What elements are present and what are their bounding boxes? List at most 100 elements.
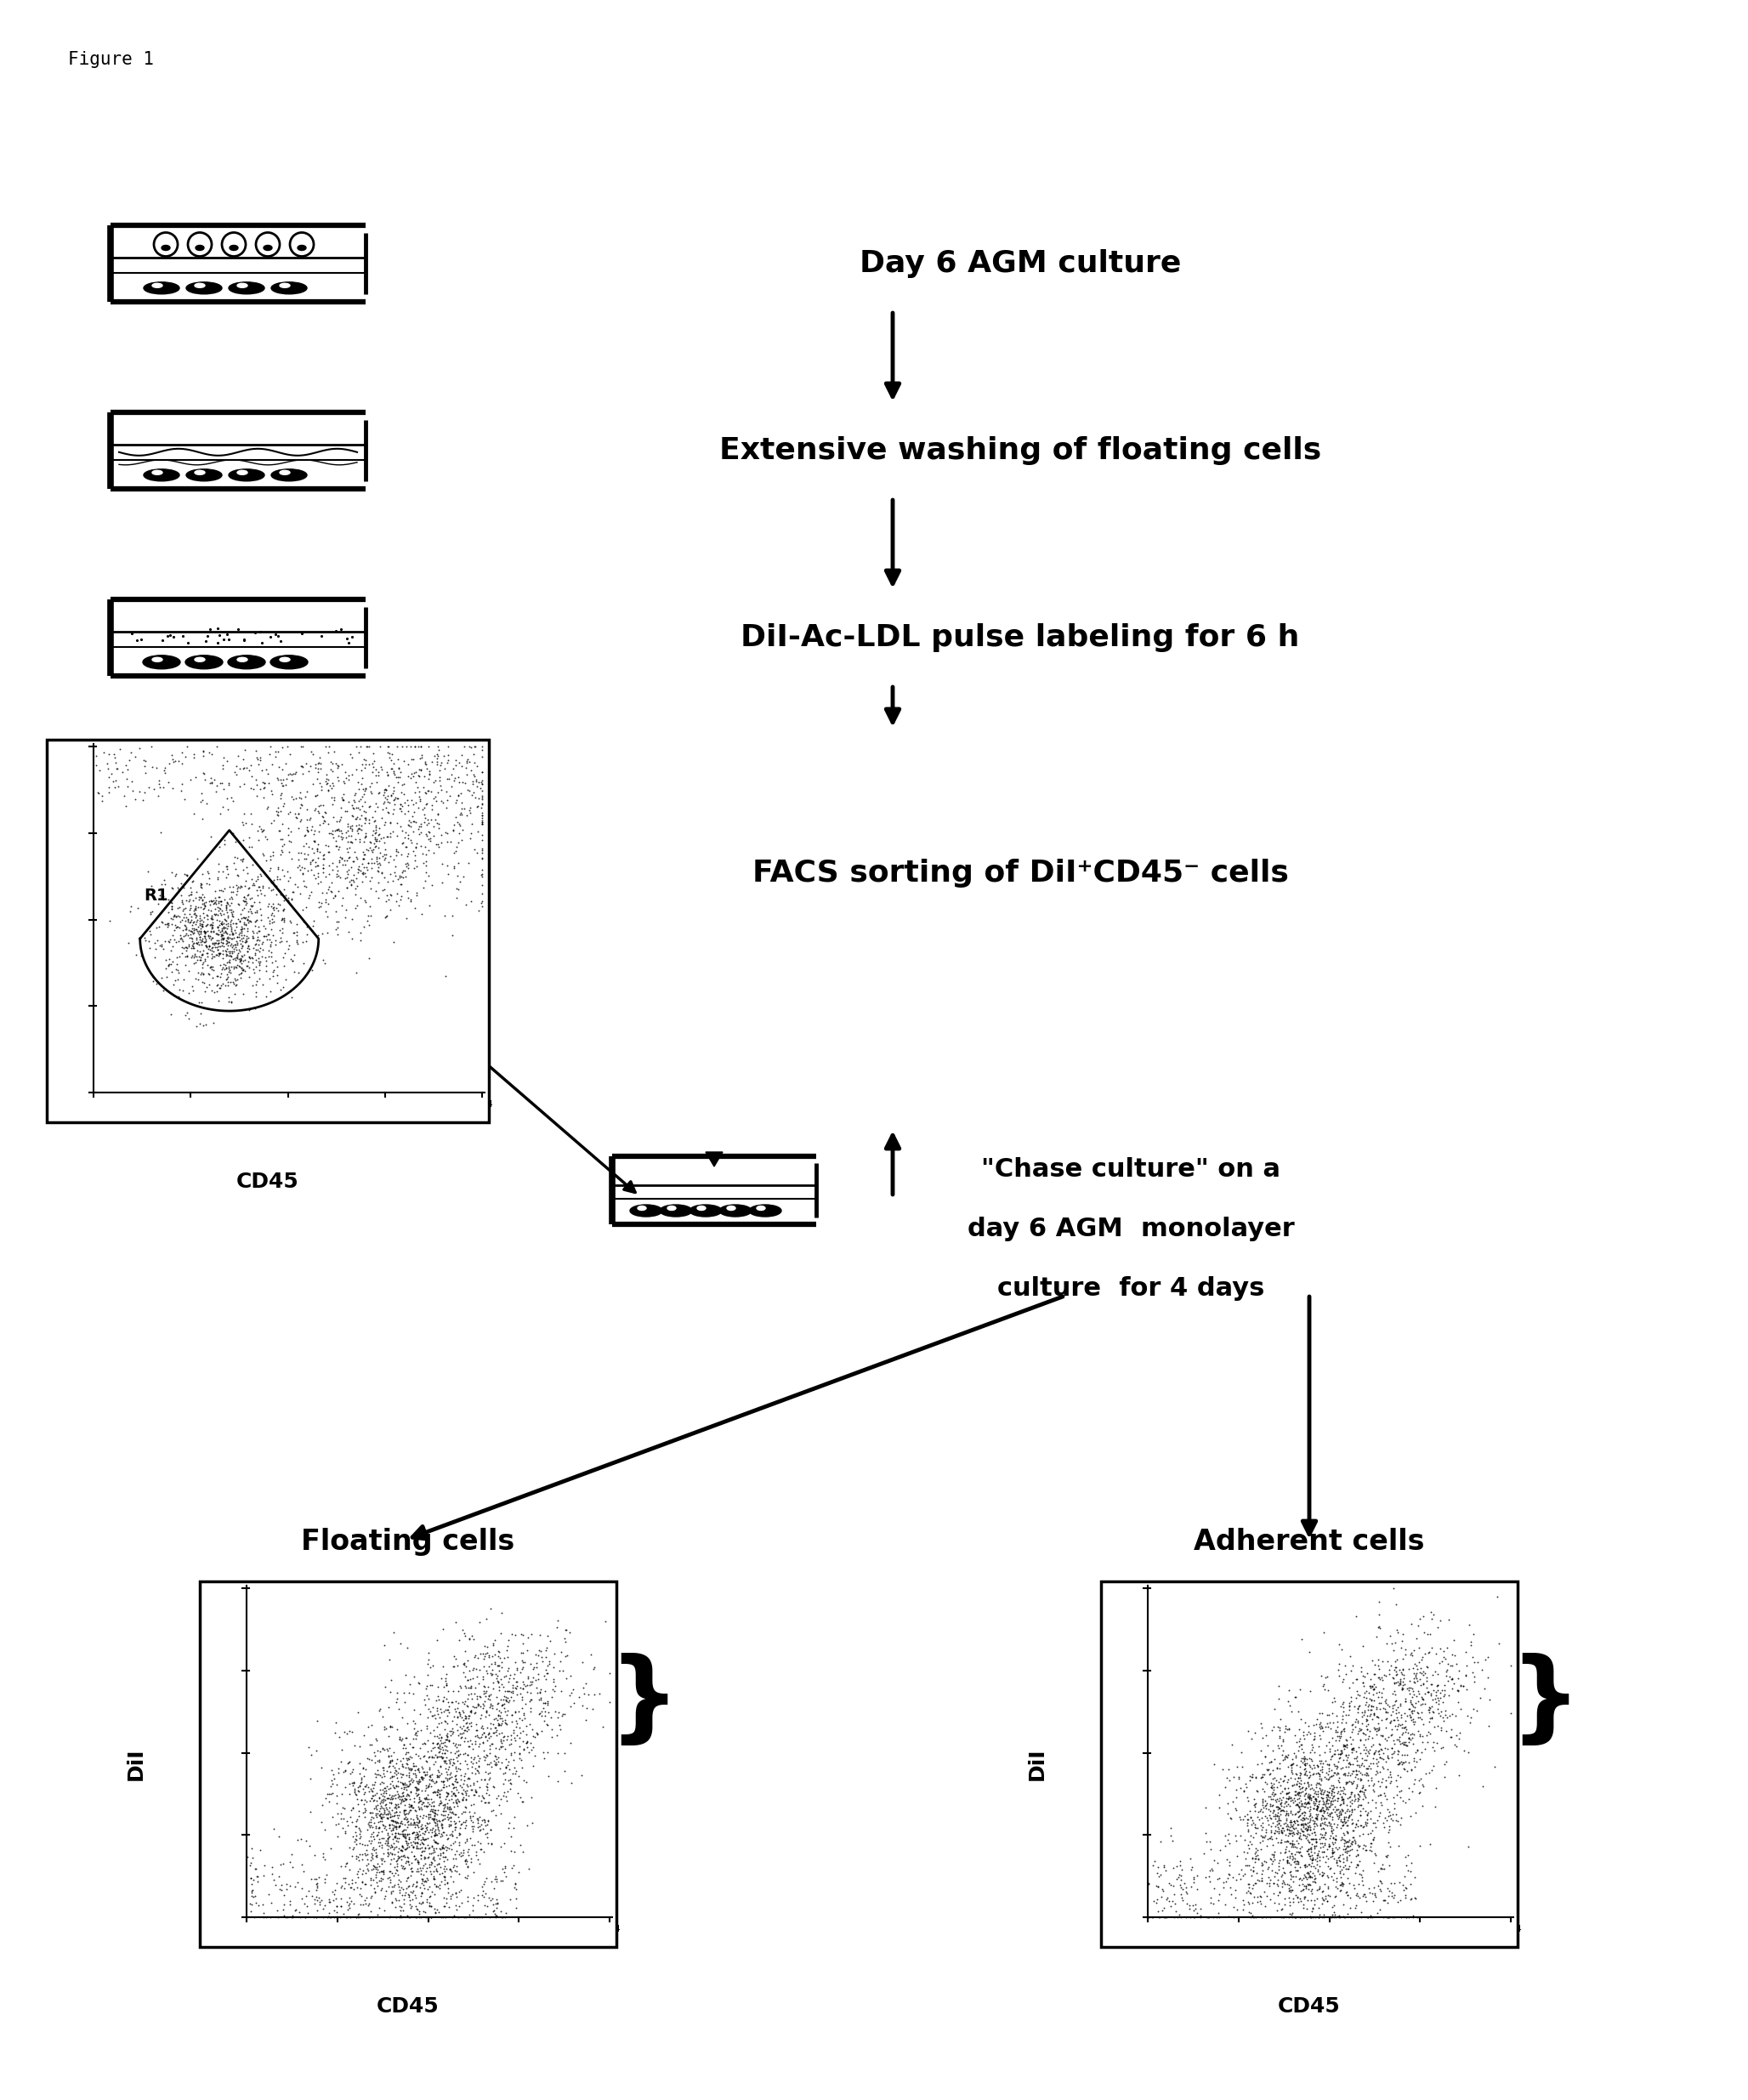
Point <box>341 785 369 819</box>
Point <box>425 1735 453 1768</box>
Point <box>246 741 274 775</box>
Point <box>374 1802 402 1835</box>
Point <box>414 1735 442 1768</box>
Point <box>210 947 238 981</box>
Point <box>468 756 496 790</box>
Point <box>1267 1703 1295 1737</box>
Point <box>1360 1735 1388 1768</box>
Point <box>245 861 273 895</box>
Point <box>255 905 283 939</box>
Point <box>1306 1758 1334 1791</box>
Point <box>371 777 399 811</box>
Point <box>267 878 295 911</box>
Point <box>1255 1798 1283 1831</box>
Point <box>234 949 262 983</box>
Point <box>516 1691 544 1724</box>
Point <box>327 792 355 825</box>
Point <box>1334 1699 1362 1732</box>
Point <box>1355 1693 1383 1726</box>
Point <box>358 1800 386 1833</box>
Point <box>1281 1846 1309 1880</box>
Point <box>1294 1867 1321 1900</box>
Point <box>1297 1781 1325 1814</box>
Point <box>404 1817 432 1850</box>
Point <box>1426 1602 1454 1636</box>
Point <box>182 897 210 930</box>
Point <box>266 1871 294 1905</box>
Point <box>206 766 234 800</box>
Point <box>306 1886 334 1919</box>
Point <box>225 943 253 976</box>
Point <box>203 861 231 895</box>
Point <box>538 1674 566 1707</box>
Point <box>1405 1829 1433 1863</box>
Point <box>413 844 440 878</box>
Point <box>468 792 496 825</box>
Point <box>1290 1848 1318 1882</box>
Point <box>444 1875 472 1909</box>
Point <box>1334 1844 1362 1877</box>
Point <box>330 766 358 800</box>
Point <box>428 1829 456 1863</box>
Point <box>267 924 295 958</box>
Point <box>1330 1732 1358 1766</box>
Point <box>461 729 489 762</box>
Point <box>393 1817 421 1850</box>
Point <box>1266 1800 1294 1833</box>
Point <box>175 930 203 964</box>
Point <box>1423 1670 1451 1703</box>
Point <box>1325 1628 1353 1661</box>
Point <box>1386 1745 1414 1779</box>
Point <box>255 930 283 964</box>
Point <box>530 1686 558 1720</box>
Point <box>236 939 264 972</box>
Point <box>1299 1823 1327 1856</box>
Point <box>414 1693 442 1726</box>
Point <box>404 1772 432 1806</box>
Point <box>1285 1779 1313 1812</box>
Point <box>467 1701 495 1735</box>
Point <box>411 1842 439 1875</box>
Point <box>1269 1781 1297 1814</box>
Point <box>171 911 199 945</box>
Point <box>523 1716 551 1749</box>
Point <box>1372 1900 1400 1934</box>
Point <box>341 823 369 857</box>
Point <box>484 1665 512 1699</box>
Point <box>1260 1766 1288 1800</box>
Point <box>1321 1716 1349 1749</box>
Point <box>509 1665 537 1699</box>
Point <box>1168 1863 1196 1896</box>
Point <box>213 939 241 972</box>
Point <box>413 1670 440 1703</box>
Point <box>420 1699 447 1732</box>
Point <box>461 1653 489 1686</box>
Point <box>145 909 173 943</box>
Point <box>454 1739 482 1772</box>
Point <box>1325 1659 1353 1693</box>
Point <box>386 1806 414 1840</box>
Point <box>378 1842 406 1875</box>
Point <box>1369 1762 1397 1796</box>
Point <box>1301 1707 1328 1741</box>
Point <box>572 1667 600 1701</box>
Point <box>1313 1783 1341 1816</box>
Point <box>402 1819 430 1852</box>
Point <box>1314 1749 1342 1783</box>
Point <box>1460 1640 1488 1674</box>
Point <box>1334 1825 1362 1858</box>
Point <box>346 855 374 888</box>
Point <box>1330 1833 1358 1867</box>
Point <box>232 886 260 920</box>
Point <box>1334 1728 1362 1762</box>
Point <box>306 766 334 800</box>
Point <box>274 932 302 966</box>
Point <box>482 1898 510 1932</box>
Point <box>343 1871 371 1905</box>
Point <box>348 809 376 842</box>
Point <box>351 1867 379 1900</box>
Point <box>205 911 232 945</box>
Point <box>1213 1798 1241 1831</box>
Point <box>1292 1848 1320 1882</box>
Point <box>545 1707 573 1741</box>
